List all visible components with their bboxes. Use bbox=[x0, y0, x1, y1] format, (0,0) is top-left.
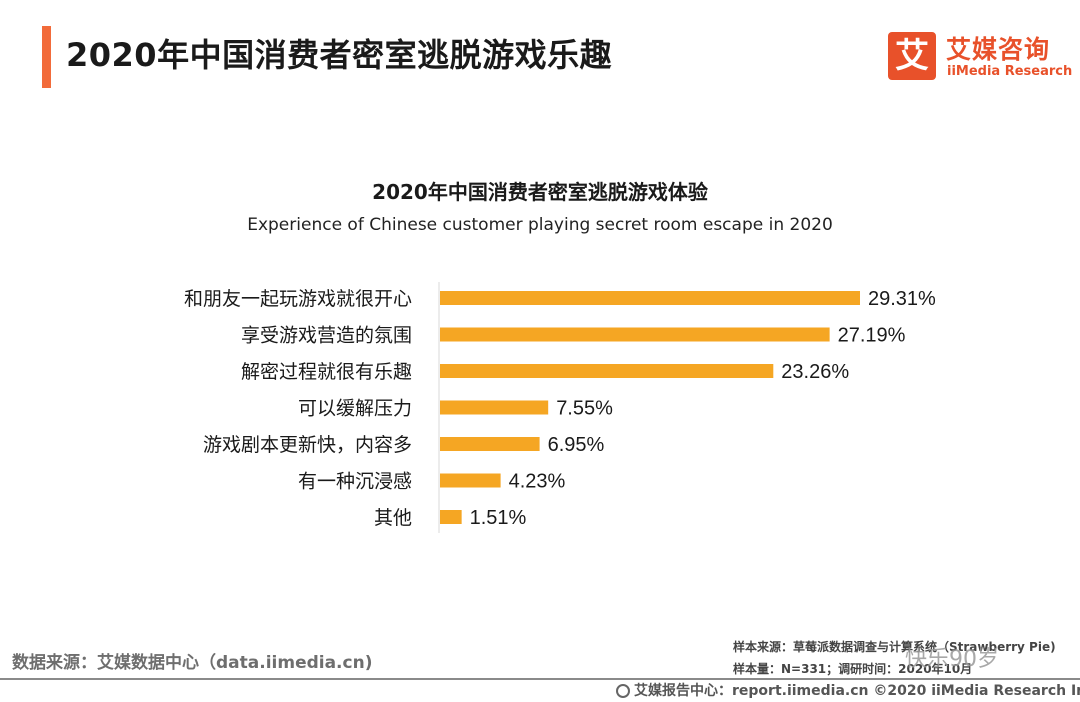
chart-title: 2020年中国消费者密室逃脱游戏体验 bbox=[372, 180, 708, 204]
footer: 艾媒报告中心：report.iimedia.cn ©2020 iiMedia R… bbox=[616, 680, 1080, 700]
globe-icon bbox=[616, 684, 630, 698]
watermark: 快乐90岁 bbox=[905, 647, 999, 672]
category-label: 有一种沉浸感 bbox=[298, 471, 412, 493]
value-label: 27.19% bbox=[838, 325, 906, 347]
category-label: 可以缓解压力 bbox=[298, 398, 412, 420]
footer-text: 艾媒报告中心：report.iimedia.cn ©2020 iiMedia R… bbox=[634, 683, 1080, 699]
value-label: 23.26% bbox=[781, 361, 849, 383]
bar bbox=[440, 400, 549, 415]
category-label: 游戏剧本更新快，内容多 bbox=[203, 434, 412, 456]
category-label: 解密过程就很有乐趣 bbox=[241, 361, 412, 383]
category-label: 和朋友一起玩游戏就很开心 bbox=[184, 288, 412, 310]
logo-name-cn: 艾媒咨询 bbox=[946, 35, 1051, 64]
bar bbox=[440, 473, 501, 488]
value-label: 29.31% bbox=[868, 288, 936, 310]
data-source: 数据来源：艾媒数据中心（data.iimedia.cn) bbox=[12, 653, 373, 673]
bar bbox=[440, 510, 462, 524]
sample-source: 样本来源：草莓派数据调查与计算系统（Strawberry Pie) bbox=[733, 640, 1056, 654]
category-label: 享受游戏营造的氛围 bbox=[241, 325, 412, 347]
bar bbox=[440, 437, 540, 451]
chart-subtitle: Experience of Chinese customer playing s… bbox=[247, 215, 833, 235]
logo-mark-icon: 艾 bbox=[888, 32, 936, 80]
brand-logo: 艾 艾媒咨询 iiMedia Research bbox=[888, 30, 1072, 82]
sample-size: 样本量：N=331；调研时间：2020年10月 bbox=[733, 662, 973, 676]
value-label: 1.51% bbox=[470, 507, 527, 529]
sample-note: 样本来源：草莓派数据调查与计算系统（Strawberry Pie) 样本量：N=… bbox=[733, 636, 1056, 680]
bar bbox=[440, 291, 860, 305]
bar bbox=[440, 327, 830, 342]
category-label: 其他 bbox=[374, 507, 412, 529]
footer-divider bbox=[0, 678, 1080, 680]
value-label: 4.23% bbox=[509, 471, 566, 493]
page-title: 2020年中国消费者密室逃脱游戏乐趣 bbox=[66, 36, 613, 74]
bar bbox=[440, 364, 774, 378]
value-label: 7.55% bbox=[556, 398, 613, 420]
value-label: 6.95% bbox=[548, 434, 605, 456]
logo-name-en: iiMedia Research bbox=[947, 64, 1073, 79]
title-accent-bar bbox=[42, 26, 51, 88]
